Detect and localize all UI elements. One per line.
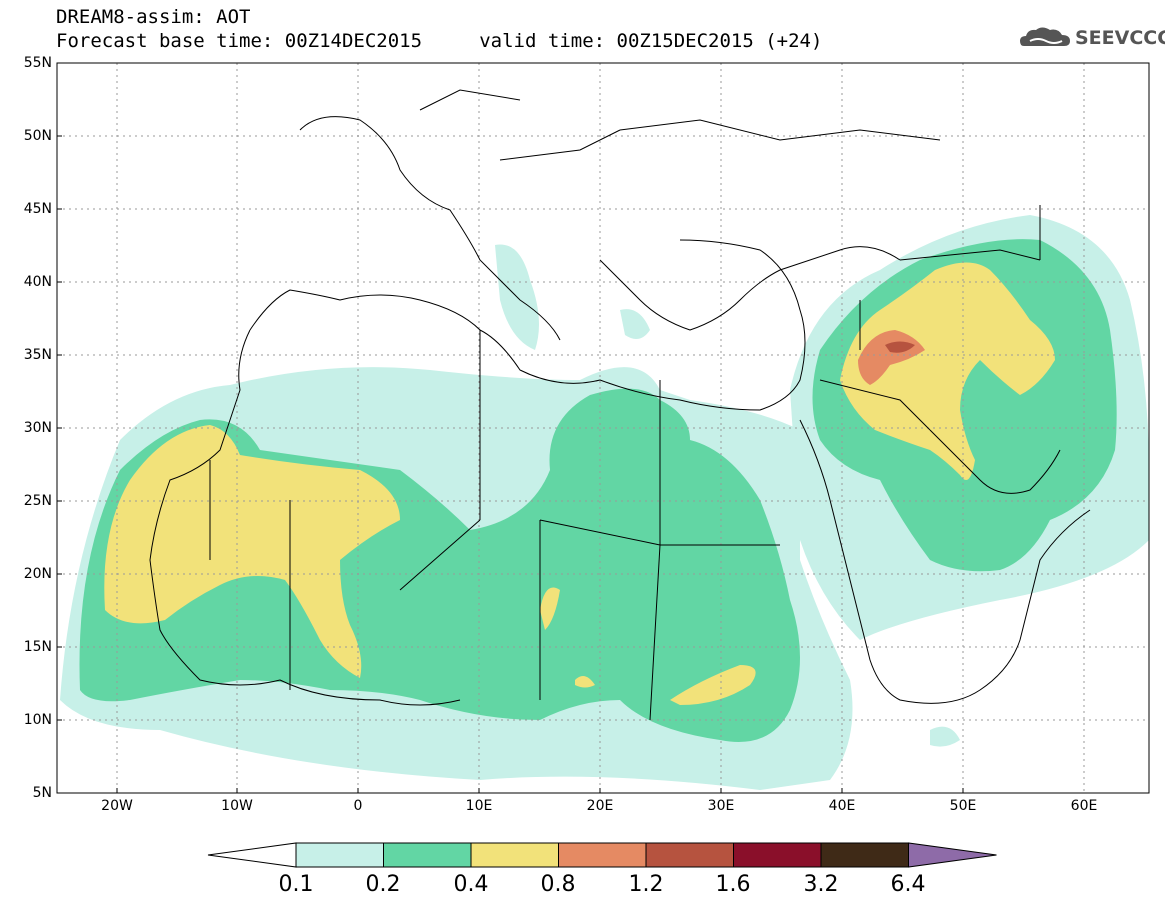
lon-label: 60E	[1070, 798, 1098, 814]
lon-label: 10W	[221, 798, 253, 814]
colorbar-segment	[558, 842, 647, 868]
colorbar-high-arrow	[908, 842, 997, 868]
lon-label: 10E	[465, 798, 493, 814]
lat-label: 15N	[23, 639, 52, 655]
forecast-time-subtitle: Forecast base time: 00Z14DEC2015 valid t…	[56, 30, 823, 52]
colorbar-segment	[733, 842, 822, 868]
cloud-logo-icon	[1020, 27, 1070, 46]
colorbar-label: 6.4	[890, 872, 926, 897]
lon-label: 50E	[949, 798, 977, 814]
lat-label: 25N	[23, 493, 52, 509]
colorbar-label: 0.2	[365, 872, 401, 897]
lon-label: 20W	[101, 798, 133, 814]
colorbar-segment	[820, 842, 909, 868]
lat-label: 45N	[23, 201, 52, 217]
colorbar-label: 0.1	[278, 872, 314, 897]
colorbar-label: 1.2	[628, 872, 664, 897]
map-title: DREAM8-assim: AOT	[56, 6, 251, 28]
aot-layer-0-8	[858, 330, 925, 385]
colorbar-label: 0.8	[540, 872, 576, 897]
lat-label: 10N	[23, 712, 52, 728]
colorbar-segment	[645, 842, 734, 868]
lat-label: 30N	[23, 420, 52, 436]
colorbar	[207, 842, 997, 868]
colorbar-low-arrow	[207, 842, 297, 868]
lat-label: 5N	[32, 785, 52, 801]
lat-label: 35N	[23, 347, 52, 363]
colorbar-segment	[295, 842, 384, 868]
colorbar-label: 3.2	[803, 872, 839, 897]
colorbar-label: 1.6	[715, 872, 751, 897]
logo-text: SEEVCCC	[1075, 27, 1165, 49]
colorbar-segment	[383, 842, 472, 868]
lat-label: 40N	[23, 274, 52, 290]
graticule	[57, 63, 1149, 793]
lon-label: 20E	[586, 798, 614, 814]
lon-label: 30E	[707, 798, 735, 814]
colorbar-label: 0.4	[453, 872, 489, 897]
lat-label: 55N	[23, 55, 52, 71]
lon-label: 40E	[828, 798, 856, 814]
lat-label: 20N	[23, 566, 52, 582]
coastlines-borders	[149, 89, 1091, 721]
lon-label: 0	[353, 798, 363, 814]
colorbar-segment	[470, 842, 559, 868]
aot-layer-0-4	[104, 262, 1055, 705]
lat-label: 50N	[23, 128, 52, 144]
